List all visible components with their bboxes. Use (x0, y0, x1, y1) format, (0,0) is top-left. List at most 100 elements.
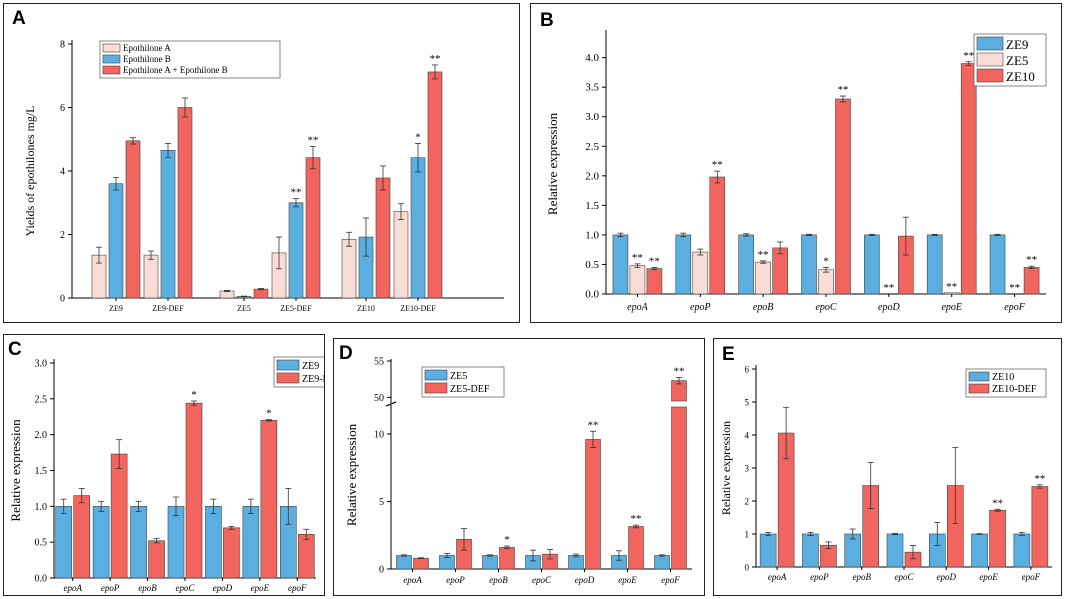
y-tick-label: 2.5 (585, 141, 599, 153)
chart-d: 0 5 10 50 55 Relative expression epoA epoP * epoB… (344, 357, 692, 585)
y-tick-label: 8 (60, 40, 65, 51)
panel-letter-c: C (8, 339, 22, 360)
x-tick-label: epoD (213, 583, 233, 593)
y-axis-label: Relative expression (545, 112, 560, 215)
bar-epoP-ZE9 (92, 506, 110, 579)
panel-a: A 0 2 4 6 8 Yields of epothilones mg/L ZE9 ZE9-… (3, 3, 520, 323)
legend-label: Epothilone A (123, 43, 171, 53)
bar-ZE10-DEF-Epothilone B (410, 157, 426, 299)
x-tick-label: epoA (403, 575, 422, 585)
legend-swatch (976, 68, 1004, 83)
x-tick-label: epoE (979, 572, 998, 582)
bar-epoF-ZE5-DEF-lower (671, 406, 687, 570)
panel-b: B 0.0 0.5 1.0 1.5 2.0 2.5 3.0 3.5 4.0 Relative ex… (530, 3, 1062, 323)
bar-ZE10-DEF-Epothilone A + Epothilone B (427, 71, 443, 299)
bar-ZE5-Epothilone A (219, 290, 235, 299)
y-tick-label: 0.5 (35, 538, 48, 549)
y-tick-label: 50 (374, 393, 384, 404)
bar-epoB-ZE5 (755, 261, 771, 295)
break-gap (670, 401, 688, 407)
y-axis-label: Relative expression (344, 423, 359, 526)
x-tick-label: epoF (288, 583, 307, 593)
y-tick-label: 4.0 (585, 52, 599, 64)
legend-swatch (276, 359, 300, 371)
significance-mark: ** (712, 159, 723, 171)
legend-label: Epothilone B (123, 54, 171, 64)
bar-ZE9-DEF-Epothilone A + Epothilone B (177, 107, 193, 299)
y-tick-label: 0 (379, 565, 384, 576)
bar-epoB-ZE9 (130, 506, 147, 579)
x-tick-label: ZE5-DEF (280, 304, 312, 313)
bar-ZE9-Epothilone B (108, 183, 124, 299)
chart-c: 0.0 0.5 1.0 1.5 2.0 2.5 3.0 Relative expression… (8, 356, 324, 593)
x-tick-label: ZE10 (357, 304, 375, 313)
bar-epoF-ZE5 (654, 555, 670, 570)
legend-label: ZE10 (1006, 69, 1035, 84)
y-tick-label: 2 (60, 230, 65, 241)
significance-mark: ** (631, 513, 642, 525)
legend-label: ZE9 (302, 361, 319, 372)
y-tick-label: 0.0 (585, 289, 599, 301)
panel-letter-d: D (339, 343, 353, 364)
significance-mark: * (191, 389, 197, 401)
y-tick-label: 0.0 (35, 574, 48, 585)
y-tick-label: 3 (745, 464, 750, 474)
bar-epoB-ZE9-DEF (148, 540, 165, 579)
bar-epoP-ZE10 (709, 176, 726, 295)
bar-epoP-ZE10 (802, 533, 819, 568)
y-tick-label: 0 (60, 294, 65, 305)
bar-epoP-ZE9-DEF (110, 453, 128, 579)
x-tick-label: epoA (63, 583, 82, 593)
bar-epoF-ZE10 (1013, 533, 1031, 568)
x-tick-label: epoE (941, 302, 962, 313)
bar-epoD-ZE9 (864, 234, 880, 295)
x-tick-label: epoB (138, 583, 157, 593)
y-tick-label: 2.0 (585, 170, 599, 182)
x-tick-label: epoF (1004, 302, 1025, 313)
significance-mark: ** (632, 252, 643, 264)
axis-break-mark (385, 401, 397, 407)
bar-epoA-ZE9-DEF (73, 495, 91, 579)
y-tick-label: 5 (379, 497, 384, 508)
x-tick-label: epoB (852, 572, 871, 582)
legend-label: Epothilone A + Epothilone B (123, 65, 228, 75)
legend-box (99, 40, 281, 79)
panel-c: C 0.0 0.5 1.0 1.5 2.0 2.5 3.0 Relative expressi… (3, 334, 325, 596)
y-axis-label: Yields of epothilones mg/L (23, 106, 37, 237)
bar-epoE-ZE9-DEF (260, 420, 278, 579)
bar-ZE10-DEF-Epothilone A (393, 211, 409, 299)
x-tick-label: ZE9-DEF (152, 304, 184, 313)
bar-epoE-ZE5-DEF (628, 526, 644, 570)
significance-mark: ** (291, 187, 302, 199)
chart-b: 0.0 0.5 1.0 1.5 2.0 2.5 3.0 3.5 4.0 Relative expr… (545, 30, 1047, 313)
x-tick-label: epoD (937, 572, 957, 582)
panel-d: D 0 5 10 50 55 Relative expression epoA epoP * ep… (333, 338, 705, 596)
legend-label: ZE9 (1006, 37, 1028, 52)
significance-mark: ** (674, 365, 685, 377)
y-tick-label: 6 (745, 365, 750, 375)
panel-letter-a: A (12, 8, 26, 29)
y-tick-label: 10 (374, 430, 384, 441)
panel-letter-e: E (722, 344, 735, 365)
x-tick-label: ZE10-DEF (400, 304, 436, 313)
bar-epoE-ZE10 (971, 533, 988, 568)
bar-epoA-ZE10 (646, 268, 663, 295)
legend-swatch (424, 369, 448, 381)
bar-ZE9-DEF-Epothilone B (160, 150, 176, 299)
bar-epoA-ZE5 (629, 265, 646, 295)
x-tick-label: epoD (575, 575, 595, 585)
bar-epoB-ZE9 (738, 234, 754, 295)
legend-swatch (424, 382, 448, 394)
legend-swatch (102, 54, 121, 64)
y-tick-label: 2 (745, 497, 750, 507)
significance-mark: * (266, 408, 272, 420)
bar-ZE10-Epothilone A + Epothilone B (375, 177, 391, 299)
y-tick-label: 0 (745, 563, 750, 573)
y-axis-label: Relative expression (8, 419, 23, 522)
legend-label: ZE10 (992, 372, 1014, 383)
y-tick-label: 1.5 (585, 200, 599, 212)
bar-ZE10-Epothilone A (341, 238, 357, 299)
x-tick-label: epoC (532, 575, 552, 585)
bar-epoA-ZE9 (55, 506, 73, 579)
y-tick-label: 3.5 (585, 82, 599, 94)
